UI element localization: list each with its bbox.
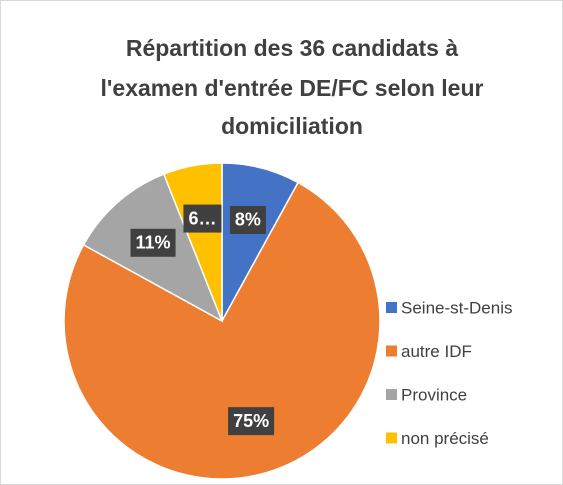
- legend-swatch: [386, 345, 397, 357]
- legend-label: non précisé: [401, 429, 489, 448]
- legend-swatch: [386, 389, 397, 400]
- chart-title: Répartition des 36 candidats à: [126, 35, 459, 61]
- chart-title: domiciliation: [221, 113, 363, 139]
- data-label-box: [228, 407, 275, 436]
- legend-swatch: [386, 432, 397, 444]
- legend-label: autre IDF: [401, 342, 472, 361]
- legend-swatch: [386, 302, 397, 313]
- data-label-box: [229, 205, 266, 234]
- legend-label: Seine-st-Denis: [401, 298, 513, 317]
- data-label: 8%: [235, 210, 261, 230]
- data-label: 75%: [233, 411, 269, 431]
- legend-label: Province: [401, 385, 467, 404]
- chart-title: l'examen d'entrée DE/FC selon leur: [101, 75, 484, 101]
- data-label: 6…: [188, 208, 216, 228]
- data-label-box: [183, 204, 222, 233]
- data-label: 11%: [136, 233, 171, 253]
- data-label-box: [130, 228, 176, 257]
- pie-slice: [162, 162, 223, 322]
- pie-slice: [63, 181, 381, 480]
